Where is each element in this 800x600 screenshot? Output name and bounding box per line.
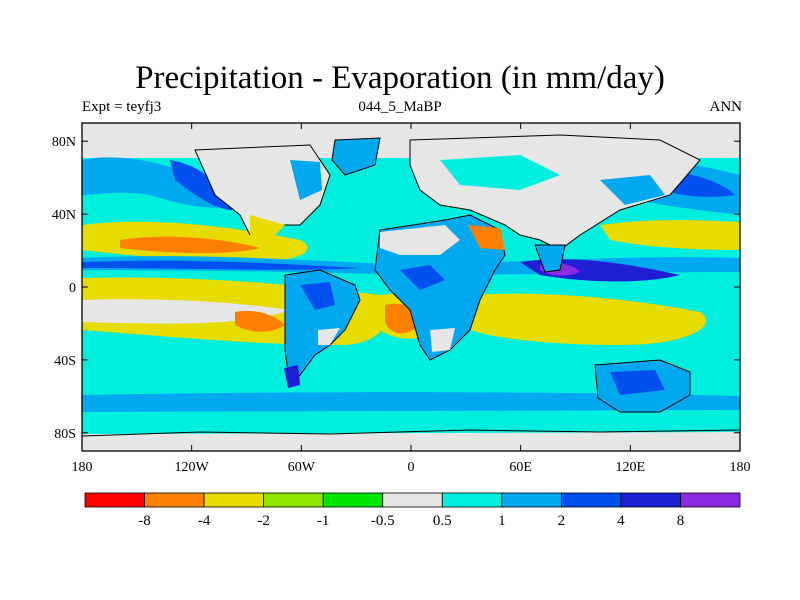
period-label: 044_5_MaBP bbox=[358, 99, 442, 115]
colorbar-label: 8 bbox=[677, 513, 685, 529]
season-label: ANN bbox=[709, 99, 743, 115]
colorbar-label: -4 bbox=[198, 513, 211, 529]
colorbar-label: -1 bbox=[317, 513, 330, 529]
field-patagonia bbox=[284, 365, 300, 388]
colorbar-label: 0.5 bbox=[433, 513, 452, 529]
axis-layer: 80N 40N 0 40S 80S 180 120W 60W 0 60E 120E 180 bbox=[52, 123, 751, 475]
colorbar-swatch bbox=[680, 492, 741, 508]
continent-greenland bbox=[331, 137, 381, 176]
colorbar-swatch bbox=[322, 492, 384, 508]
field-congo bbox=[400, 265, 445, 290]
y-tick-label: 40N bbox=[52, 208, 76, 223]
field-southern-storm-band bbox=[82, 392, 740, 412]
map-field bbox=[82, 123, 740, 451]
field-namerica-east bbox=[290, 160, 322, 200]
colorbar-swatch bbox=[84, 492, 145, 508]
field-sahara bbox=[380, 225, 460, 255]
colorbar-label: 4 bbox=[617, 513, 625, 529]
colorbar-label: -0.5 bbox=[371, 513, 395, 529]
y-tick-label: 80S bbox=[54, 427, 76, 442]
colorbar-swatch bbox=[144, 492, 205, 508]
field-arabia bbox=[468, 225, 505, 250]
colorbar: -8 -4 -2 -1 -0.5 0.5 1 2 4 8 bbox=[84, 492, 741, 529]
x-tick-label: 60E bbox=[509, 460, 532, 475]
field-samerica-dry bbox=[318, 328, 340, 345]
colorbar-swatch bbox=[560, 492, 622, 508]
x-tick-label: 180 bbox=[730, 460, 751, 475]
field-itcz-core bbox=[82, 260, 360, 270]
field-antarctica bbox=[82, 432, 740, 451]
y-tick-label: 0 bbox=[69, 281, 76, 296]
field-east-asia bbox=[600, 175, 665, 205]
field-nwpacific-subtropic bbox=[600, 220, 740, 250]
field-southern-africa bbox=[430, 328, 455, 352]
colorbar-swatch bbox=[441, 492, 503, 508]
colorbar-label: 1 bbox=[498, 513, 506, 529]
field-australia-interior bbox=[610, 370, 665, 395]
y-tick-label: 40S bbox=[54, 354, 76, 369]
field-amazon bbox=[300, 282, 335, 310]
x-tick-label: 180 bbox=[72, 460, 93, 475]
field-indian-subtropic bbox=[470, 293, 707, 345]
x-tick-label: 0 bbox=[408, 460, 415, 475]
field-npacific-core bbox=[170, 160, 232, 210]
colorbar-label: -2 bbox=[257, 513, 270, 529]
continent-south-america bbox=[284, 269, 361, 387]
y-tick-label: 80N bbox=[52, 135, 76, 150]
colorbar-swatch bbox=[501, 492, 562, 508]
continent-antarctica-coast bbox=[82, 429, 740, 437]
colorbar-swatch bbox=[203, 492, 265, 508]
field-npacific-dry-core bbox=[120, 236, 260, 254]
continent-india bbox=[534, 244, 566, 273]
field-spacific-dry-core bbox=[235, 310, 285, 332]
x-tick-label: 60W bbox=[288, 460, 316, 475]
x-tick-label: 120W bbox=[175, 460, 210, 475]
x-tick-label: 120E bbox=[616, 460, 646, 475]
colorbar-swatch bbox=[263, 492, 324, 508]
colorbar-label: -8 bbox=[138, 513, 151, 529]
experiment-label: Expt = teyfj3 bbox=[82, 99, 162, 115]
colorbar-label: 2 bbox=[558, 513, 566, 529]
field-siberia bbox=[440, 155, 560, 190]
field-namerica-southwest bbox=[250, 215, 285, 245]
chart-title: Precipitation - Evaporation (in mm/day) bbox=[135, 60, 665, 96]
colorbar-swatch bbox=[382, 492, 443, 508]
colorbar-swatch bbox=[620, 492, 681, 508]
